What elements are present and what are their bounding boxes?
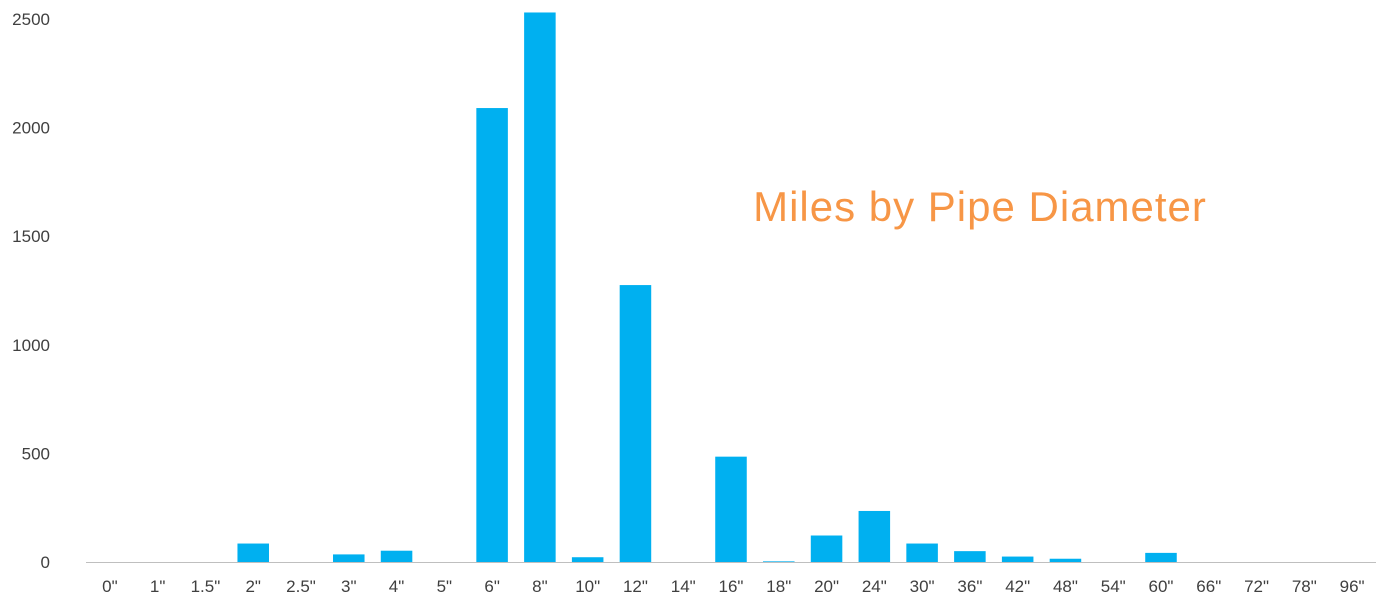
x-tick-label: 36" [957, 577, 982, 596]
x-tick-label: 24" [862, 577, 887, 596]
y-axis-ticks: 0 500 1000 1500 2000 2500 [12, 10, 50, 572]
bar [619, 285, 652, 562]
bar [1145, 552, 1177, 562]
y-tick-label: 1500 [12, 227, 50, 246]
x-tick-label: 1.5" [191, 577, 221, 596]
y-tick-label: 2000 [12, 119, 50, 138]
x-tick-label: 66" [1196, 577, 1221, 596]
x-tick-label: 10" [575, 577, 600, 596]
x-tick-label: 3" [341, 577, 357, 596]
x-tick-label: 20" [814, 577, 839, 596]
x-tick-label: 6" [484, 577, 500, 596]
x-tick-label: 54" [1101, 577, 1126, 596]
x-tick-label: 2" [245, 577, 261, 596]
x-tick-label: 1" [150, 577, 166, 596]
x-tick-label: 16" [719, 577, 744, 596]
bar [237, 543, 269, 562]
x-tick-label: 14" [671, 577, 696, 596]
bar [858, 510, 891, 562]
bar [763, 561, 795, 562]
x-tick-label: 30" [910, 577, 935, 596]
x-tick-label: 96" [1340, 577, 1365, 596]
x-tick-label: 2.5" [286, 577, 316, 596]
chart-title: Miles by Pipe Diameter [753, 183, 1207, 230]
x-tick-label: 60" [1149, 577, 1174, 596]
y-tick-label: 500 [22, 444, 50, 463]
bar [333, 554, 365, 562]
bar [476, 108, 508, 563]
x-axis-labels: 0" 1" 1.5" 2" 2.5" 3" 4" 5" 6" 8" 10" 12" 14" 16" 18" 2… [102, 577, 1364, 596]
x-tick-label: 12" [623, 577, 648, 596]
x-tick-label: 0" [102, 577, 118, 596]
bar [524, 12, 556, 563]
y-tick-label: 2500 [12, 10, 50, 29]
y-tick-label: 0 [41, 553, 50, 572]
x-tick-label: 8" [532, 577, 548, 596]
x-tick-label: 48" [1053, 577, 1078, 596]
bar [380, 550, 413, 562]
bar [810, 535, 843, 562]
bar [954, 551, 986, 562]
bar [715, 456, 747, 562]
x-tick-label: 5" [437, 577, 453, 596]
x-tick-label: 18" [766, 577, 791, 596]
bars-group [237, 12, 1177, 563]
x-tick-label: 42" [1005, 577, 1030, 596]
x-tick-label: 4" [389, 577, 405, 596]
bar [1049, 558, 1082, 562]
x-tick-label: 78" [1292, 577, 1317, 596]
bar [1001, 556, 1034, 562]
y-tick-label: 1000 [12, 336, 50, 355]
bar [571, 557, 604, 562]
bar [906, 543, 938, 562]
x-tick-label: 72" [1244, 577, 1269, 596]
